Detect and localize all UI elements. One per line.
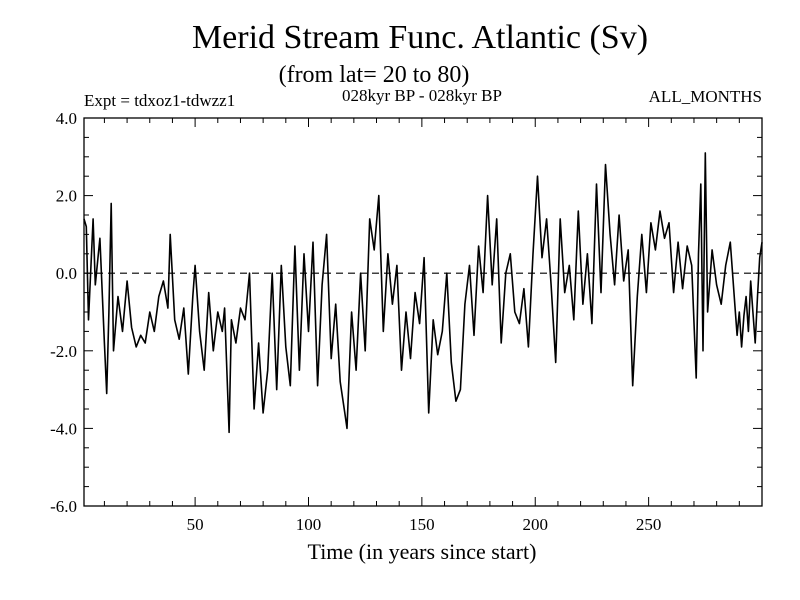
x-tick-label: 100 bbox=[296, 515, 322, 534]
y-tick-label: -4.0 bbox=[50, 419, 77, 438]
y-tick-labels: -6.0 -4.0 -2.0 0.0 2.0 4.0 bbox=[50, 109, 77, 516]
chart-title: Merid Stream Func. Atlantic (Sv) bbox=[192, 19, 648, 56]
axis-ticks bbox=[84, 117, 763, 507]
y-tick-label: -2.0 bbox=[50, 342, 77, 361]
experiment-label: Expt = tdxoz1-tdwzz1 bbox=[84, 91, 235, 110]
x-tick-label: 50 bbox=[187, 515, 204, 534]
y-tick-label: 2.0 bbox=[56, 187, 77, 206]
x-tick-label: 200 bbox=[522, 515, 548, 534]
y-tick-label: 0.0 bbox=[56, 264, 77, 283]
x-axis-label: Time (in years since start) bbox=[308, 539, 537, 564]
chart-subtitle: (from lat= 20 to 80) bbox=[279, 62, 470, 88]
plot-area-frame bbox=[83, 117, 763, 507]
series-line bbox=[83, 152, 763, 434]
x-tick-label: 250 bbox=[636, 515, 662, 534]
months-label: ALL_MONTHS bbox=[649, 87, 762, 106]
x-tick-label: 150 bbox=[409, 515, 435, 534]
x-tick-labels: 50 100 150 200 250 bbox=[187, 515, 662, 534]
y-tick-label: 4.0 bbox=[56, 109, 77, 128]
y-tick-label: -6.0 bbox=[50, 497, 77, 516]
period-label: 028kyr BP - 028kyr BP bbox=[342, 86, 502, 105]
